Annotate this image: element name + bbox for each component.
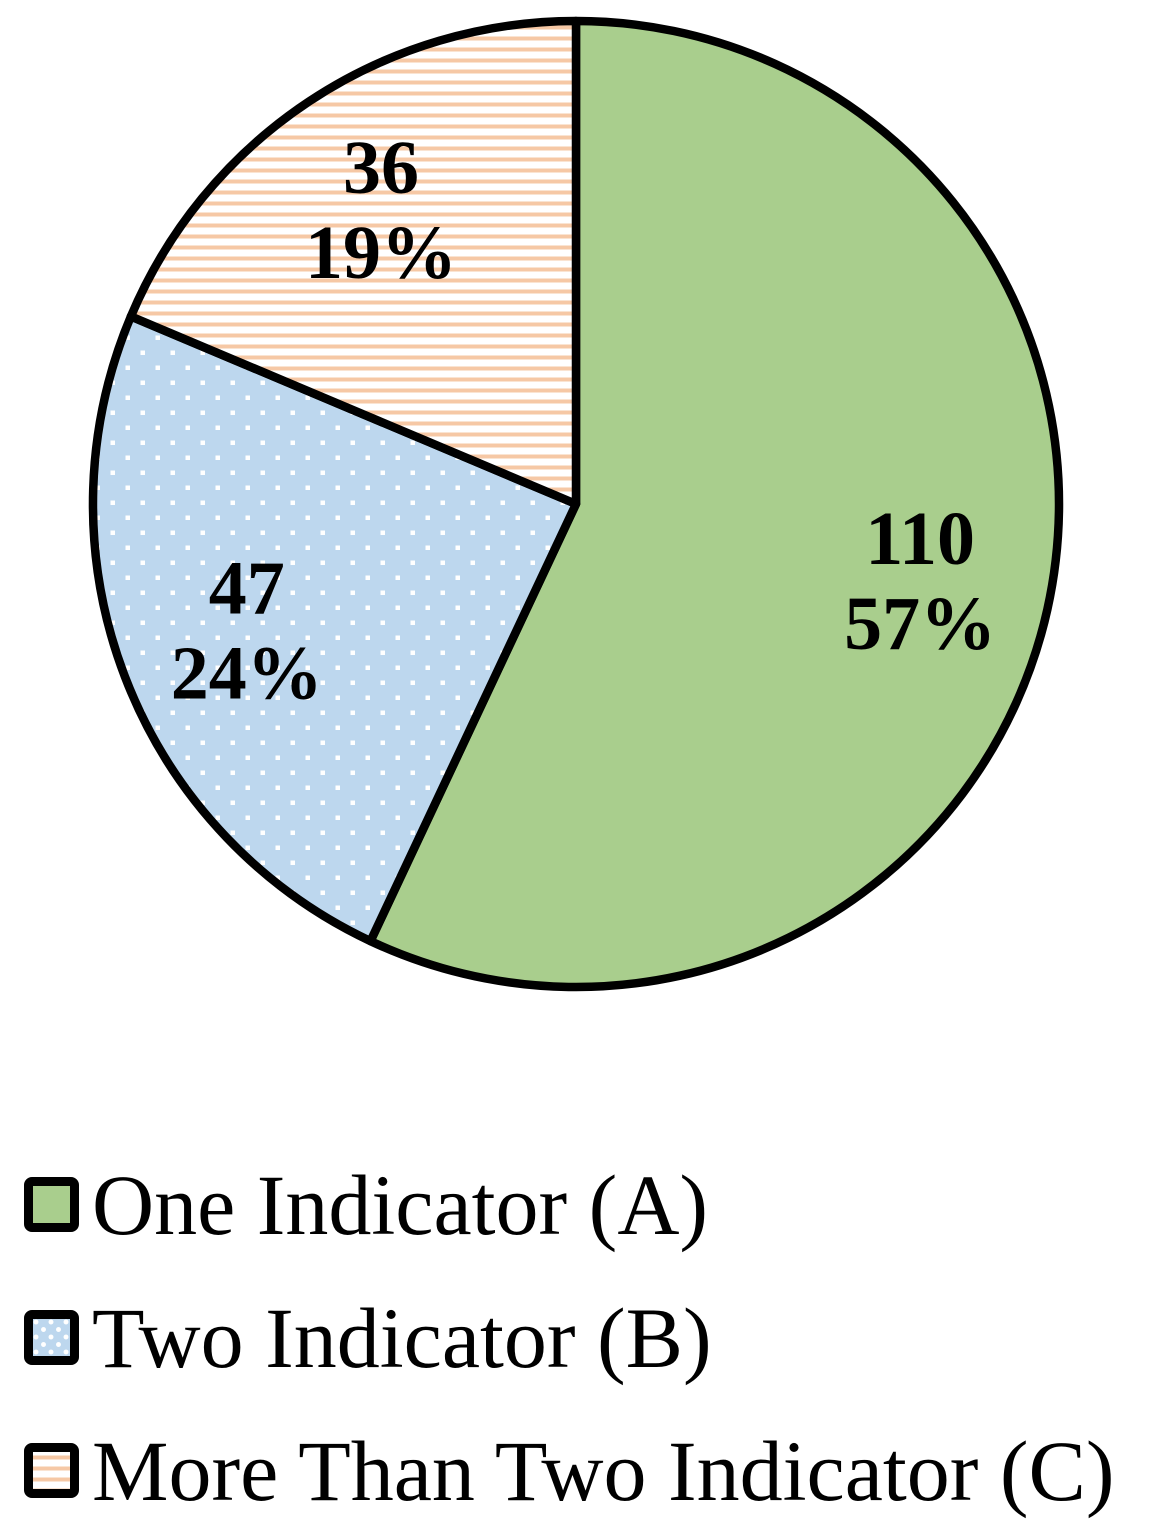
slice-label-2: 47 24% bbox=[171, 546, 323, 715]
legend-swatch-blue-dots-icon bbox=[24, 1310, 79, 1365]
legend-item-one-indicator: One Indicator (A) bbox=[24, 1138, 1115, 1271]
legend-swatch-orange-stripes-icon bbox=[24, 1443, 79, 1498]
slice-label-1: 110 57% bbox=[844, 497, 996, 666]
legend-label-more-than-two-indicator: More Than Two Indicator (C) bbox=[92, 1422, 1115, 1519]
pie-slices-group bbox=[88, 16, 1064, 992]
pie-slice-1 bbox=[366, 16, 1064, 992]
slice-label-3: 36 19% bbox=[305, 126, 457, 295]
legend-item-two-indicator: Two Indicator (B) bbox=[24, 1271, 1115, 1404]
legend-item-more-than-two-indicator: More Than Two Indicator (C) bbox=[24, 1404, 1115, 1536]
pie-slice-3 bbox=[126, 16, 581, 509]
pie-chart: 110 57% 47 24% 36 19% bbox=[88, 16, 1064, 992]
pie-slice-2 bbox=[88, 312, 581, 946]
pie-labels-group: 110 57% 47 24% 36 19% bbox=[171, 126, 996, 715]
legend-label-one-indicator: One Indicator (A) bbox=[92, 1156, 709, 1253]
legend: One Indicator (A) Two Indicator (B) More… bbox=[24, 1138, 1115, 1536]
legend-swatch-green-icon bbox=[24, 1177, 79, 1232]
legend-label-two-indicator: Two Indicator (B) bbox=[92, 1289, 712, 1386]
